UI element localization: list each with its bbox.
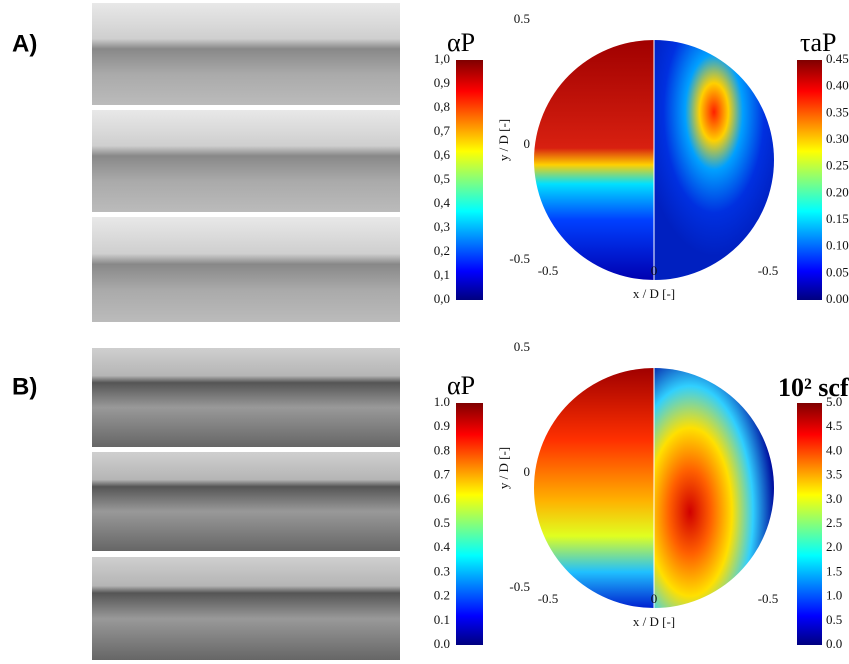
colorbar-tick-label: 0.6 [434,491,451,506]
contour-left [534,40,654,280]
colorbar-tick-label: 1.0 [434,394,450,409]
colorbar-title: αP [447,371,475,400]
colorbar-tick-label: 0.2 [434,588,450,603]
colorbar-tick-label: 0.00 [826,291,849,306]
colorbar-tick-label: 0.10 [826,238,849,253]
photo [92,217,400,322]
x-axis-label: x / D [-] [633,286,675,301]
colorbar [456,403,483,645]
colorbar-tick-label: 0,3 [434,219,450,234]
colorbar-tick-label: 4.0 [826,442,842,457]
colorbar-tick-label: 0,6 [434,147,451,162]
colorbar [797,60,822,300]
x-tick-label: -0.5 [538,263,559,278]
colorbar-tick-label: 0.15 [826,211,849,226]
colorbar-tick-label: 0,9 [434,75,450,90]
colorbar-tick-label: 0.45 [826,51,849,66]
colorbar-tick-label: 1.5 [826,563,842,578]
x-tick-label: -0.5 [758,591,779,606]
x-tick-label: -0.5 [758,263,779,278]
colorbar-tick-label: 1,0 [434,51,450,66]
colorbar-tick-label: 3.0 [826,491,842,506]
photo [92,3,400,105]
contour-left [534,368,654,608]
colorbar-tick-label: 0.0 [434,636,450,651]
y-axis-label: y / D [-] [496,447,511,489]
photo [92,452,400,551]
colorbar-tick-label: 0,1 [434,267,450,282]
colorbar-tick-label: 0,0 [434,291,450,306]
panel-label: B) [12,373,37,400]
colorbar-tick-label: 0.3 [434,563,450,578]
colorbar-tick-label: 5.0 [826,394,842,409]
colorbar-tick-label: 4.5 [826,418,842,433]
colorbar-tick-label: 0.0 [826,636,842,651]
photos-a [92,3,400,322]
y-tick-label: -0.5 [509,251,530,266]
colorbar-tick-label: 0,5 [434,171,450,186]
colorbar-tick-label: 0.25 [826,158,849,173]
y-tick-label: 0.5 [514,11,530,26]
y-tick-label: 0 [524,136,531,151]
photo [92,110,400,212]
colorbar-tick-label: 0,4 [434,195,451,210]
colorbar-tick-label: 0.05 [826,264,849,279]
y-tick-label: 0.5 [514,339,530,354]
colorbar [797,403,822,645]
y-tick-label: 0 [524,464,531,479]
contour-right [654,368,774,608]
photo [92,348,400,447]
colorbar-tick-label: 0,2 [434,243,450,258]
photo [92,557,400,660]
y-tick-label: -0.5 [509,579,530,594]
colorbar-tick-label: 2.0 [826,539,842,554]
x-axis-label: x / D [-] [633,614,675,629]
colorbar-tick-label: 0.5 [434,515,450,530]
colorbar-tick-label: 0,7 [434,123,451,138]
colorbar-tick-label: 0.9 [434,418,450,433]
x-tick-label: 0 [651,263,658,278]
colorbar-tick-label: 0.5 [826,612,842,627]
colorbar-tick-label: 0.35 [826,104,849,119]
y-axis-label: y / D [-] [496,119,511,161]
x-tick-label: 0 [651,591,658,606]
colorbar-tick-label: 0.4 [434,539,451,554]
photos-b [92,348,400,660]
colorbar-tick-label: 0.1 [434,612,450,627]
x-tick-label: -0.5 [538,591,559,606]
colorbar-tick-label: 3.5 [826,467,842,482]
contour-right [654,40,774,280]
colorbar-tick-label: 0.8 [434,442,450,457]
colorbar-tick-label: 0.7 [434,467,451,482]
colorbar-tick-label: 2.5 [826,515,842,530]
colorbar-tick-label: 0.20 [826,184,849,199]
colorbar-tick-label: 0,8 [434,99,450,114]
colorbar-tick-label: 0.40 [826,78,849,93]
colorbar [456,60,483,300]
colorbar-tick-label: 0.30 [826,131,849,146]
panel-label: A) [12,30,37,57]
colorbar-tick-label: 1.0 [826,588,842,603]
figure: A)αPτaP1,00,90,80,70,60,50,40,30,20,10,0… [0,0,849,664]
colorbar-title: αP [447,28,475,57]
